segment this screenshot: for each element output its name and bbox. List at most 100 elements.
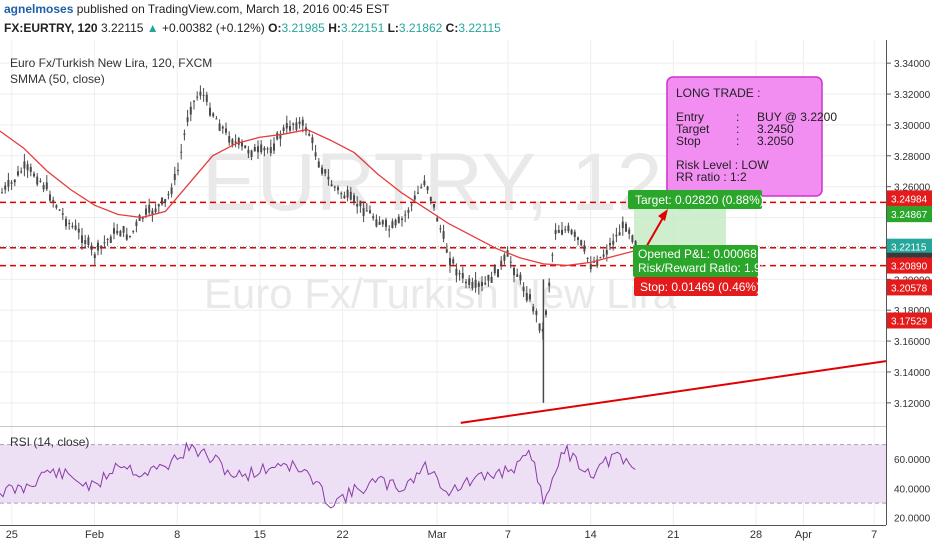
- candle-body: [228, 136, 231, 143]
- candle-body: [138, 215, 141, 221]
- candle-body: [308, 133, 311, 136]
- candle-body: [193, 100, 195, 102]
- time-tick-label: 8: [174, 529, 180, 541]
- author-link[interactable]: agnelmoses: [4, 2, 74, 16]
- stop-label: Stop: [676, 134, 701, 148]
- candle-body: [372, 216, 375, 219]
- candle-body: [209, 107, 211, 116]
- candle-body: [333, 186, 336, 188]
- instrument-legend: Euro Fx/Turkish New Lira, 120, FXCM: [10, 56, 212, 70]
- candle-body: [234, 141, 237, 143]
- rsi-tick-label: 20.0000: [894, 514, 931, 525]
- watermark-description: Euro Fx/Turkish New Lira: [204, 270, 677, 317]
- candle-body: [615, 234, 618, 237]
- candle-body: [20, 171, 23, 173]
- candle-body: [461, 273, 464, 279]
- candle-body: [557, 229, 560, 233]
- level-tag-bg: [887, 312, 932, 329]
- rsi-line: [0, 441, 636, 509]
- candle-body: [413, 195, 416, 200]
- candle-body: [161, 197, 163, 205]
- candle-body: [369, 210, 371, 214]
- price-tick-label: 3.30000: [894, 121, 931, 132]
- candle-body: [567, 225, 570, 232]
- candle-body: [359, 200, 362, 207]
- price-tick-label: 3.32000: [894, 90, 931, 101]
- candle-body: [52, 199, 55, 202]
- candle-body: [474, 279, 477, 288]
- candle-body: [551, 254, 554, 256]
- support-trendline[interactable]: [460, 360, 887, 424]
- time-tick-label: Feb: [85, 529, 104, 541]
- candle-body: [573, 231, 576, 238]
- candle-body: [391, 221, 394, 228]
- price-tick-label: 3.12000: [894, 399, 931, 410]
- candle-body: [362, 208, 365, 217]
- candle-body: [532, 306, 535, 312]
- time-tick-label: 25: [6, 529, 18, 541]
- candle-body: [55, 205, 58, 208]
- price-axis[interactable]: 3.120003.140003.160003.180003.200003.220…: [886, 59, 931, 410]
- candle-body: [452, 259, 455, 264]
- target-label-box[interactable]: Target: 0.02820 (0.88%): [628, 190, 764, 209]
- candle-body: [634, 241, 637, 246]
- candle-body: [244, 145, 247, 149]
- candle-body: [180, 151, 183, 153]
- time-tick-label: 15: [254, 529, 266, 541]
- candle-body: [353, 195, 355, 202]
- time-tick-label: 7: [505, 529, 511, 541]
- rsi-series: [0, 441, 636, 509]
- candle-body: [231, 139, 234, 145]
- price-tick-label: 3.26000: [894, 183, 931, 194]
- candle-body: [593, 261, 595, 263]
- time-tick-label: 22: [336, 529, 348, 541]
- candle-body: [471, 281, 474, 289]
- candle-body: [285, 123, 288, 129]
- stop-separator: :: [736, 134, 739, 148]
- pnl-label-box[interactable]: Opened P&L: 0.00068 Risk/Reward Ratio: 1…: [633, 245, 768, 277]
- candle-body: [301, 119, 304, 126]
- candle-body: [490, 276, 493, 283]
- close-value: 3.22115: [458, 21, 501, 35]
- candle-body: [381, 220, 384, 225]
- level-tags: 3.249843.248673.221151:14:223.220473.208…: [887, 190, 932, 329]
- candle-body: [177, 169, 179, 171]
- time-axis[interactable]: 25 Feb 8 15 22 Mar 7 14 21 28 Apr 7: [6, 529, 878, 541]
- candle-body: [61, 213, 64, 215]
- candle-body: [36, 176, 39, 185]
- target-label-bg: [628, 190, 762, 209]
- candle-body: [417, 192, 419, 194]
- candle-body: [10, 182, 13, 184]
- candle-body: [468, 278, 471, 286]
- rsi-tick-label: 40.0000: [894, 484, 931, 495]
- level-tag-bg: [887, 279, 932, 296]
- candle-body: [346, 189, 349, 198]
- trade-box[interactable]: LONG TRADE : Entry : BUY @ 3.2200 Target…: [666, 76, 837, 197]
- candle-body: [602, 254, 605, 257]
- candle-body: [596, 259, 599, 267]
- candle-body: [554, 229, 557, 234]
- candle-body: [599, 257, 602, 259]
- candle-body: [282, 127, 285, 132]
- price-tick-label: 3.28000: [894, 152, 931, 163]
- candle-body: [298, 121, 301, 125]
- candle-body: [186, 117, 189, 122]
- candle-body: [564, 229, 567, 231]
- candle-body: [388, 229, 391, 231]
- candle-body: [145, 208, 147, 215]
- candle-body: [365, 210, 368, 212]
- candle-body: [148, 204, 151, 213]
- candle-body: [513, 267, 515, 276]
- candle-body: [221, 126, 224, 129]
- price-change: +0.00382 (+0.12%): [162, 21, 265, 35]
- stop-label-box[interactable]: Stop: 0.01469 (0.46%): [634, 277, 760, 296]
- candle-body: [154, 208, 157, 212]
- symbol-quote-line: FX:EURTRY, 120 3.22115 ▲ +0.00382 (+0.12…: [0, 19, 932, 38]
- candle-body: [324, 169, 327, 174]
- candle-body: [170, 187, 173, 194]
- price-tick-label: 3.18000: [894, 306, 931, 317]
- candle-body: [439, 228, 442, 230]
- candle-body: [429, 196, 432, 202]
